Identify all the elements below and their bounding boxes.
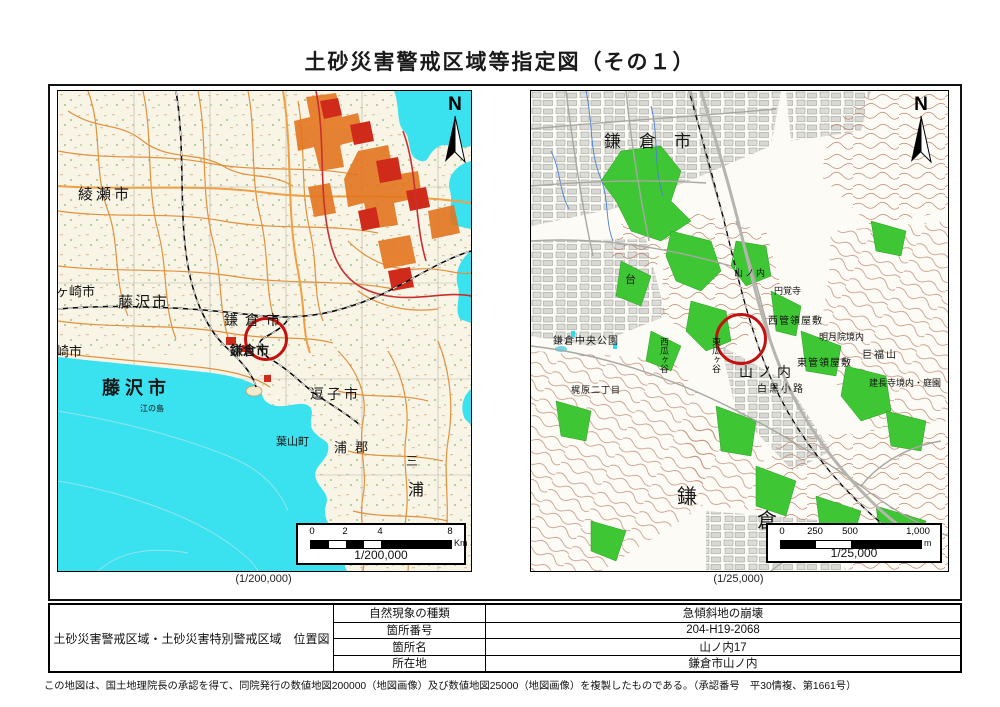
map-label: 山ノ内 (739, 364, 796, 380)
scale-bar-strip (310, 540, 452, 549)
map-label: 明月院境内 (819, 332, 865, 342)
table-row-label: 箇所番号 (333, 621, 485, 638)
map-label: ヶ崎市 (57, 284, 96, 299)
map-label: 江の島 (140, 404, 164, 413)
map-label: 三 (406, 454, 419, 468)
table-row-value: 鎌倉市山ノ内 (485, 654, 960, 671)
scale-tick: 1,000 (906, 526, 930, 537)
scale-bar: 0 2 4 8 Km 1/200,000 (296, 523, 468, 565)
map-label: 建長寺境内・庭園 (869, 378, 942, 388)
sea-area (58, 357, 347, 571)
scale-bar: 0 250 500 1,000 m 1/25,000 (766, 523, 942, 563)
table-row-label: 自然現象の種類 (333, 605, 485, 622)
map-label: 綾瀬市 (78, 186, 133, 203)
map-label: 鎌倉市 (224, 312, 287, 328)
table-row-value: 204-H19-2068 (485, 621, 960, 638)
info-table: 土砂災害警戒区域・土砂災害特別警戒区域 位置図 自然現象の種類 急傾斜地の崩壊 … (48, 603, 962, 673)
map-label: 東管領屋敷 (797, 358, 852, 369)
map-label: 白黒小路 (757, 384, 805, 395)
scale-bar-strip (780, 540, 922, 549)
scale-tick: 0 (779, 526, 785, 537)
left-map-panel: 綾瀬市 ヶ崎市 藤沢市 崎市 藤沢市 鎌倉市 鎌倉市 逗子市 葉山町 浦郡 三 … (57, 90, 472, 572)
table-row-label: 箇所名 (333, 638, 485, 655)
scale-tick: 0 (309, 526, 315, 537)
table-row-label: 所在地 (333, 654, 485, 671)
scale-ratio: 1/25,000 (830, 546, 878, 560)
scale-tick: 2 (342, 526, 348, 537)
map-label: 円覚寺 (774, 286, 802, 296)
target-location-circle (244, 317, 288, 361)
map-label: 藤沢市 (102, 378, 171, 398)
map-label: 西管領屋敷 (768, 316, 823, 327)
scale-unit: Km (454, 538, 468, 548)
info-table-title: 土砂災害警戒区域・土砂災害特別警戒区域 位置図 (53, 631, 330, 646)
map-label: 葉山町 (276, 436, 309, 448)
map-label: 鎌倉中央公園 (553, 336, 619, 347)
page-title: 土砂災害警戒区域等指定図（その１） (304, 51, 696, 74)
map-label: 巨福山 (862, 350, 898, 361)
copyright-note: この地図は、国土地理院長の承認を得て、同院発行の数値地図200000（地図画像）… (44, 681, 857, 692)
scale-tick: 8 (447, 526, 453, 537)
table-row-value: 急傾斜地の崩壊 (485, 605, 960, 622)
map-label: 東瓜ヶ谷 (711, 337, 721, 373)
scale-tick: 250 (807, 526, 823, 537)
map-label: 梶原二丁目 (571, 385, 622, 395)
map-label: 台 (625, 274, 636, 286)
map-label: 藤沢市 (118, 294, 170, 311)
map-label: 崎市 (57, 344, 83, 359)
map-label: 鎌 (677, 486, 697, 508)
map-label: 鎌倉市 (604, 132, 709, 151)
map-label: 浦 (408, 482, 425, 499)
right-map-caption: (1/25,000) (713, 573, 764, 585)
table-row-value: 山ノ内17 (485, 638, 960, 655)
map-label: 鎌倉市 (230, 343, 270, 358)
map-label: 逗子市 (310, 386, 361, 402)
scale-ratio: 1/200,000 (354, 548, 408, 562)
scale-tick: 4 (377, 526, 383, 537)
scale-unit: m (924, 538, 932, 548)
target-location-circle (715, 313, 767, 365)
map-label: 山ノ内 (734, 268, 768, 278)
map-label: 西瓜ヶ谷 (659, 337, 669, 373)
right-map-panel: 鎌倉市 山ノ内 円覚寺 西管領屋敷 東瓜ヶ谷 西瓜ヶ谷 鎌倉中央公園 山ノ内 東… (530, 90, 949, 572)
scale-tick: 500 (842, 526, 858, 537)
north-arrow-icon: N (440, 95, 470, 169)
left-map-caption: (1/200,000) (235, 573, 292, 585)
north-arrow-icon: N (906, 95, 936, 169)
map-label: 浦郡 (334, 440, 377, 455)
